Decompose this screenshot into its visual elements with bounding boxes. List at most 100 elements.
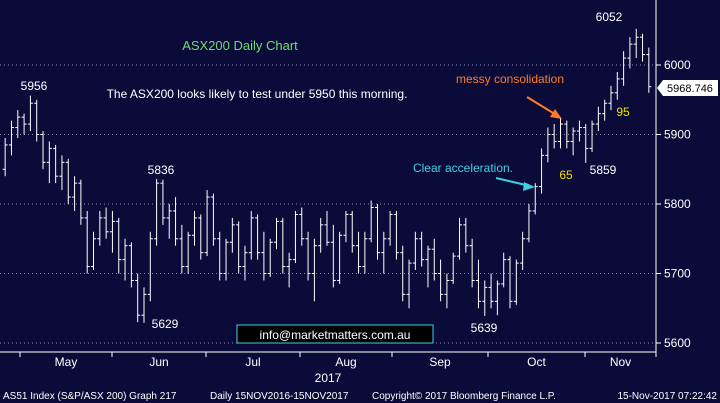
ohlc-bar bbox=[292, 210, 298, 264]
ohlc-bar bbox=[463, 217, 469, 253]
ohlc-bar bbox=[368, 200, 374, 243]
ohlc-bar bbox=[34, 99, 40, 142]
ohlc-bar bbox=[513, 259, 519, 305]
ohlc-bar bbox=[97, 210, 103, 246]
ohlc-bar bbox=[103, 207, 109, 239]
ohlc-bar bbox=[595, 106, 601, 132]
x-axis-ticks: May Jun Jul Aug Sep Oct Nov bbox=[0, 351, 657, 369]
ohlc-bar bbox=[2, 137, 8, 177]
ohlc-bar bbox=[261, 231, 267, 281]
ohlc-bar bbox=[324, 210, 330, 246]
ohlc-bar bbox=[15, 110, 21, 138]
label-6052: 6052 bbox=[596, 10, 623, 24]
ohlc-bar bbox=[356, 231, 362, 274]
ohlc-bars bbox=[2, 28, 652, 323]
ohlc-bar bbox=[198, 214, 204, 260]
ohlc-bar bbox=[274, 217, 280, 250]
ohlc-bar bbox=[532, 183, 538, 215]
ohlc-bar bbox=[318, 217, 324, 253]
y-tick-label-5900: 5900 bbox=[664, 128, 691, 142]
cyan-arrow bbox=[495, 177, 535, 191]
x-tick-label-jul: Jul bbox=[245, 355, 260, 369]
ohlc-bar bbox=[589, 120, 595, 152]
ohlc-bar bbox=[431, 238, 437, 281]
ohlc-bar bbox=[141, 287, 147, 323]
chart-title: ASX200 Daily Chart bbox=[182, 38, 298, 53]
ohlc-bar bbox=[570, 127, 576, 156]
ohlc-bar bbox=[185, 231, 191, 274]
ohlc-bar bbox=[46, 141, 52, 184]
ohlc-bar bbox=[640, 33, 646, 62]
ohlc-bar bbox=[122, 238, 128, 281]
last-price-tag: 5968.746 bbox=[657, 80, 718, 96]
x-tick-label-nov: Nov bbox=[610, 355, 631, 369]
ohlc-bar bbox=[621, 51, 627, 86]
label-5836: 5836 bbox=[148, 163, 175, 177]
ohlc-bar bbox=[602, 99, 608, 121]
x-tick-label-oct: Oct bbox=[527, 355, 546, 369]
footer-copyright: Copyright© 2017 Bloomberg Finance L.P. bbox=[372, 391, 556, 402]
ohlc-bar bbox=[393, 210, 399, 260]
ohlc-bar bbox=[444, 273, 450, 309]
ohlc-bar bbox=[53, 144, 59, 184]
ohlc-bar bbox=[84, 210, 90, 274]
x-tick-label-jun: Jun bbox=[149, 355, 168, 369]
ohlc-bar bbox=[457, 217, 463, 260]
orange-arrow bbox=[526, 96, 562, 119]
ohlc-bar bbox=[173, 197, 179, 246]
ohlc-bar bbox=[27, 95, 33, 132]
ohlc-bar bbox=[374, 204, 380, 260]
ohlc-bar bbox=[128, 242, 134, 288]
ohlc-bar bbox=[91, 231, 97, 271]
ohlc-bar bbox=[299, 207, 305, 246]
ohlc-bar bbox=[545, 127, 551, 163]
chart-subtitle: The ASX200 looks likely to test under 59… bbox=[107, 87, 408, 101]
x-tick-label-sep: Sep bbox=[429, 355, 451, 369]
y-tick-label-5600: 5600 bbox=[664, 336, 691, 350]
ohlc-bar bbox=[387, 210, 393, 246]
ohlc-bar bbox=[469, 238, 475, 288]
x-tick-label-aug: Aug bbox=[335, 355, 356, 369]
ohlc-bar bbox=[280, 217, 286, 274]
ohlc-bar bbox=[229, 217, 235, 253]
ohlc-bar bbox=[236, 221, 242, 274]
ohlc-bar bbox=[608, 85, 614, 111]
ohlc-bar bbox=[179, 224, 185, 274]
ohlc-bar bbox=[21, 113, 27, 135]
ohlc-bar bbox=[494, 280, 500, 316]
ohlc-bar bbox=[330, 224, 336, 288]
ohlc-bar bbox=[539, 148, 545, 194]
ohlc-bar bbox=[614, 71, 620, 100]
ohlc-bar bbox=[526, 204, 532, 243]
y-tick-label-5700: 5700 bbox=[664, 267, 691, 281]
ohlc-bar bbox=[210, 193, 216, 246]
ohlc-bar bbox=[557, 117, 563, 149]
ohlc-bar bbox=[633, 28, 639, 59]
y-axis-ticks: 5600 5700 5800 5900 6000 bbox=[656, 58, 691, 350]
ohlc-bar bbox=[576, 120, 582, 142]
y-tick-label-5800: 5800 bbox=[664, 197, 691, 211]
label-5629: 5629 bbox=[152, 317, 179, 331]
ohlc-bar bbox=[286, 252, 292, 288]
label-65: 65 bbox=[559, 168, 573, 182]
ohlc-bar bbox=[305, 231, 311, 281]
label-5639: 5639 bbox=[471, 321, 498, 335]
footer-period: Daily 15NOV2016-15NOV2017 bbox=[210, 391, 349, 402]
ohlc-bar bbox=[40, 131, 46, 170]
x-tick-label-may: May bbox=[55, 355, 78, 369]
email-box bbox=[236, 324, 434, 344]
ohlc-bar bbox=[223, 238, 229, 281]
ohlc-bar bbox=[147, 231, 153, 302]
email-link[interactable]: info@marketmatters.com.au bbox=[260, 328, 411, 342]
ohlc-bar bbox=[267, 238, 273, 277]
ohlc-bar bbox=[450, 252, 456, 284]
footer-bar bbox=[0, 387, 720, 403]
ohlc-bar bbox=[475, 259, 481, 309]
x-axis-year: 2017 bbox=[315, 371, 342, 385]
label-messy-consolidation: messy consolidation bbox=[456, 72, 564, 86]
ohlc-bar bbox=[381, 231, 387, 274]
ohlc-bar bbox=[78, 179, 84, 225]
ohlc-bar bbox=[154, 178, 160, 246]
